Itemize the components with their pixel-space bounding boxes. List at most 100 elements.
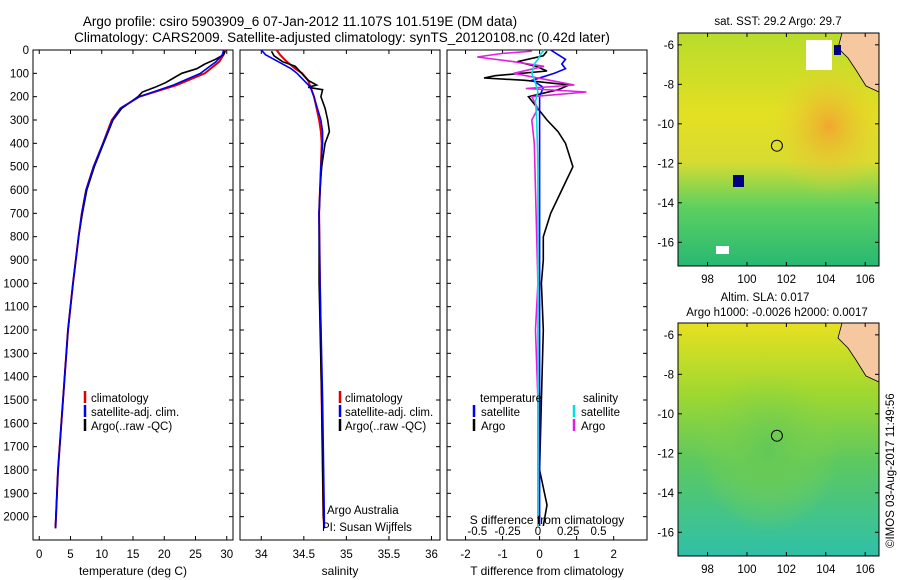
legend-header-salinity: salinity xyxy=(583,393,618,405)
sst-warm-anomaly xyxy=(678,33,879,266)
s-diff-tick-label: -0.5 xyxy=(467,526,487,538)
depth-tick-label: 900 xyxy=(10,255,29,267)
map-lon-label: 98 xyxy=(701,564,714,576)
x-tick-label: 35 xyxy=(340,549,353,561)
difference-series xyxy=(447,49,647,527)
annotation-pi: PI: Susan Wijffels xyxy=(322,522,412,534)
legend-label-climatology: climatology xyxy=(91,393,149,405)
series-climatology xyxy=(54,49,227,529)
temperature-panel: 0100200300400500600700800900100011001200… xyxy=(3,45,234,578)
legend-label-argo: Argo(..raw -QC) xyxy=(91,421,172,433)
legend-label-argo: Argo(..raw -QC) xyxy=(345,421,426,433)
x-tick-label: -2 xyxy=(460,549,470,561)
salinity-x-axis: 34 34.5 35 35.5 36 xyxy=(255,50,438,561)
depth-tick-label: 200 xyxy=(10,92,29,104)
depth-tick-label: 1300 xyxy=(3,348,29,360)
temperature-legend: climatology satellite-adj. clim. Argo(..… xyxy=(83,391,179,433)
depth-tick-label: 1500 xyxy=(3,395,29,407)
legend-label-t-satellite: satellite xyxy=(481,407,520,419)
s-diff-tick-label: -0.25 xyxy=(494,526,520,538)
sla-argo-location-marker xyxy=(770,429,783,442)
depth-tick-label: 1900 xyxy=(3,488,29,500)
difference-legend: temperature salinity satellite Argo sate… xyxy=(472,393,620,433)
salinity-panel: 34 34.5 35 35.5 36 salinity climatology sate… xyxy=(239,49,441,578)
series-t-argo xyxy=(483,50,574,527)
depth-tick-label: 1800 xyxy=(3,465,29,477)
x-tick-label: 30 xyxy=(220,549,233,561)
difference-axes-box xyxy=(446,49,648,541)
sla-map-title-line1: Altim. SLA: 0.017 xyxy=(721,292,810,304)
depth-tick-label: 300 xyxy=(10,115,29,127)
x-tick-label: 15 xyxy=(127,549,140,561)
series-satellite xyxy=(260,49,326,529)
depth-tick-label: 400 xyxy=(10,138,29,150)
legend-label-s-satellite: satellite xyxy=(581,407,620,419)
x-tick-label: 5 xyxy=(67,549,73,561)
difference-top-label: S difference from climatology xyxy=(470,513,625,527)
s-diff-tick-label: 0 xyxy=(535,526,541,538)
s-diff-tick-label: 0.5 xyxy=(591,526,607,538)
legend-label-satellite: satellite-adj. clim. xyxy=(91,407,179,419)
temperature-series xyxy=(54,49,233,529)
depth-tick-label: 800 xyxy=(10,232,29,244)
sla-map-frame xyxy=(677,322,880,557)
temperature-x-axis: 0 5 10 15 20 25 30 xyxy=(36,50,233,561)
map-lat-label: -6 xyxy=(664,40,674,52)
sst-map-axes: 98 100 102 104 106 -6 -8 -10 -12 -14 -16 xyxy=(657,33,879,286)
depth-tick-label: 600 xyxy=(10,185,29,197)
legend-label-climatology: climatology xyxy=(345,393,403,405)
sst-missing-data xyxy=(806,40,832,70)
x-tick-label: 35.5 xyxy=(378,549,400,561)
map-lon-label: 104 xyxy=(816,564,836,576)
depth-tick-label: 0 xyxy=(23,45,29,57)
depth-tick-label: 1200 xyxy=(3,325,29,337)
series-s-argo xyxy=(477,50,587,526)
x-tick-label: 1 xyxy=(573,549,579,561)
x-tick-label: -1 xyxy=(497,549,507,561)
map-lon-label: 100 xyxy=(737,564,756,576)
temperature-xlabel: temperature (deg C) xyxy=(79,564,187,578)
map-lat-label: -12 xyxy=(657,158,674,170)
x-tick-label: 36 xyxy=(425,549,438,561)
depth-tick-label: 1000 xyxy=(3,278,29,290)
map-lat-label: -10 xyxy=(657,409,674,421)
map-lat-label: -10 xyxy=(657,119,674,131)
map-lon-label: 100 xyxy=(737,274,756,286)
map-lon-label: 106 xyxy=(856,274,875,286)
depth-tick-label: 500 xyxy=(10,162,29,174)
map-lon-label: 102 xyxy=(777,564,796,576)
series-satellite xyxy=(54,49,225,529)
salinity-xlabel: salinity xyxy=(322,564,359,578)
map-lat-label: -14 xyxy=(657,488,674,500)
depth-tick-label: 1600 xyxy=(3,418,29,430)
s-diff-tick-label: 0.25 xyxy=(557,526,579,538)
map-lat-label: -8 xyxy=(664,79,674,91)
x-tick-label: 20 xyxy=(158,549,171,561)
series-s-satellite xyxy=(530,49,545,526)
legend-label-t-argo: Argo xyxy=(481,421,505,433)
sla-map-axes: 98 100 102 104 106 -6 -8 -10 -12 -14 -16 xyxy=(657,323,879,576)
map-lat-label: -8 xyxy=(664,369,674,381)
sst-cold-pixel xyxy=(733,175,744,187)
temperature-axes-box xyxy=(32,49,234,541)
map-lat-label: -6 xyxy=(664,330,674,342)
sla-map: Altim. SLA: 0.017 Argo h1000: -0.0026 h2… xyxy=(657,292,880,576)
map-lat-label: -12 xyxy=(657,448,674,460)
header-line1: Argo profile: csiro 5903909_6 07-Jan-201… xyxy=(83,14,517,29)
copyright-stamp: ©IMOS 03-Aug-2017 11:49:56 xyxy=(885,393,897,548)
depth-tick-label: 100 xyxy=(10,68,29,80)
map-lat-label: -16 xyxy=(657,237,674,249)
sla-map-title-line2: Argo h1000: -0.0026 h2000: 0.0017 xyxy=(686,307,868,319)
header-line2: Climatology: CARS2009. Satellite-adjuste… xyxy=(74,30,610,45)
sla-anomaly-blob xyxy=(678,323,879,556)
series-argo xyxy=(54,50,226,527)
x-tick-label: 2 xyxy=(610,549,616,561)
map-lon-label: 98 xyxy=(701,274,714,286)
annotation-institution: Argo Australia xyxy=(327,505,399,517)
sst-missing-data-south xyxy=(716,246,729,254)
map-lat-label: -14 xyxy=(657,198,674,210)
x-tick-label: 34 xyxy=(255,549,268,561)
map-lon-label: 104 xyxy=(816,274,836,286)
x-tick-label: 34.5 xyxy=(293,549,315,561)
